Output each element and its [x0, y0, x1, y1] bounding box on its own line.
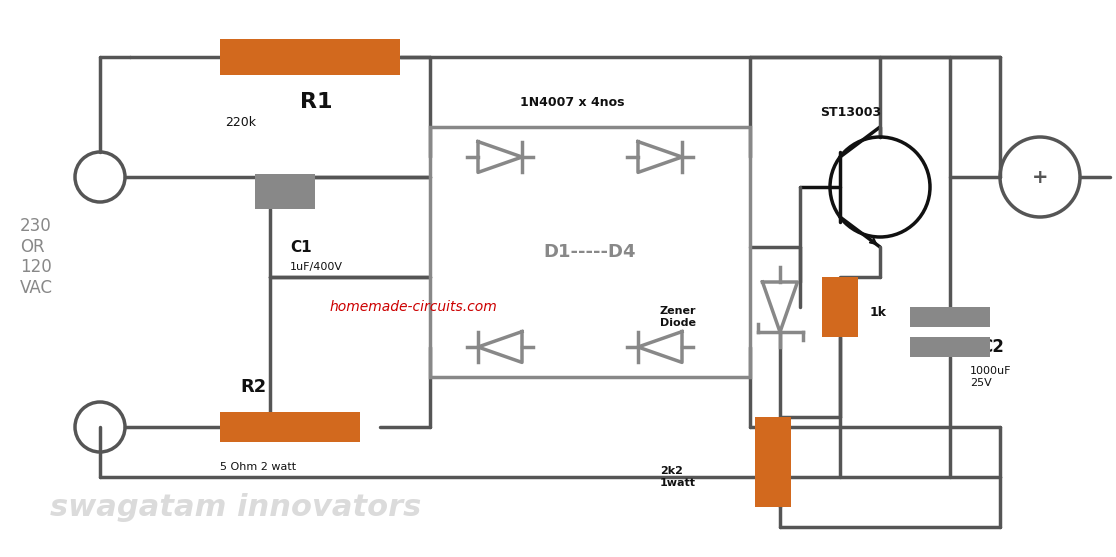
Text: homemade-circuits.com: homemade-circuits.com [330, 300, 498, 314]
Text: 1uF/400V: 1uF/400V [290, 262, 343, 272]
Text: 5 Ohm 2 watt: 5 Ohm 2 watt [220, 462, 296, 472]
Text: C2: C2 [980, 338, 1004, 356]
Text: 2k2
1watt: 2k2 1watt [660, 466, 696, 488]
Text: 1k: 1k [870, 305, 887, 319]
Text: C1: C1 [290, 240, 311, 255]
Text: 220k: 220k [225, 115, 256, 129]
Bar [254, 174, 285, 209]
Text: Zener
Diode: Zener Diode [660, 306, 696, 328]
Bar [430, 127, 750, 377]
Bar [285, 174, 315, 209]
Bar [910, 337, 990, 357]
Bar [220, 412, 360, 442]
Bar [822, 277, 858, 337]
Text: 230
OR
120
VAC: 230 OR 120 VAC [20, 217, 52, 297]
Bar [910, 307, 990, 327]
Text: swagatam innovators: swagatam innovators [50, 492, 421, 521]
Bar [756, 417, 791, 507]
Text: 1000uF
25V: 1000uF 25V [970, 366, 1011, 388]
Text: R2: R2 [240, 378, 267, 396]
Text: +: + [1032, 168, 1048, 187]
Text: ST13003: ST13003 [820, 105, 882, 119]
Text: R1: R1 [300, 92, 333, 112]
Bar [220, 39, 400, 75]
Text: D1-----D4: D1-----D4 [543, 243, 636, 261]
Text: 1N4007 x 4nos: 1N4007 x 4nos [520, 95, 625, 109]
